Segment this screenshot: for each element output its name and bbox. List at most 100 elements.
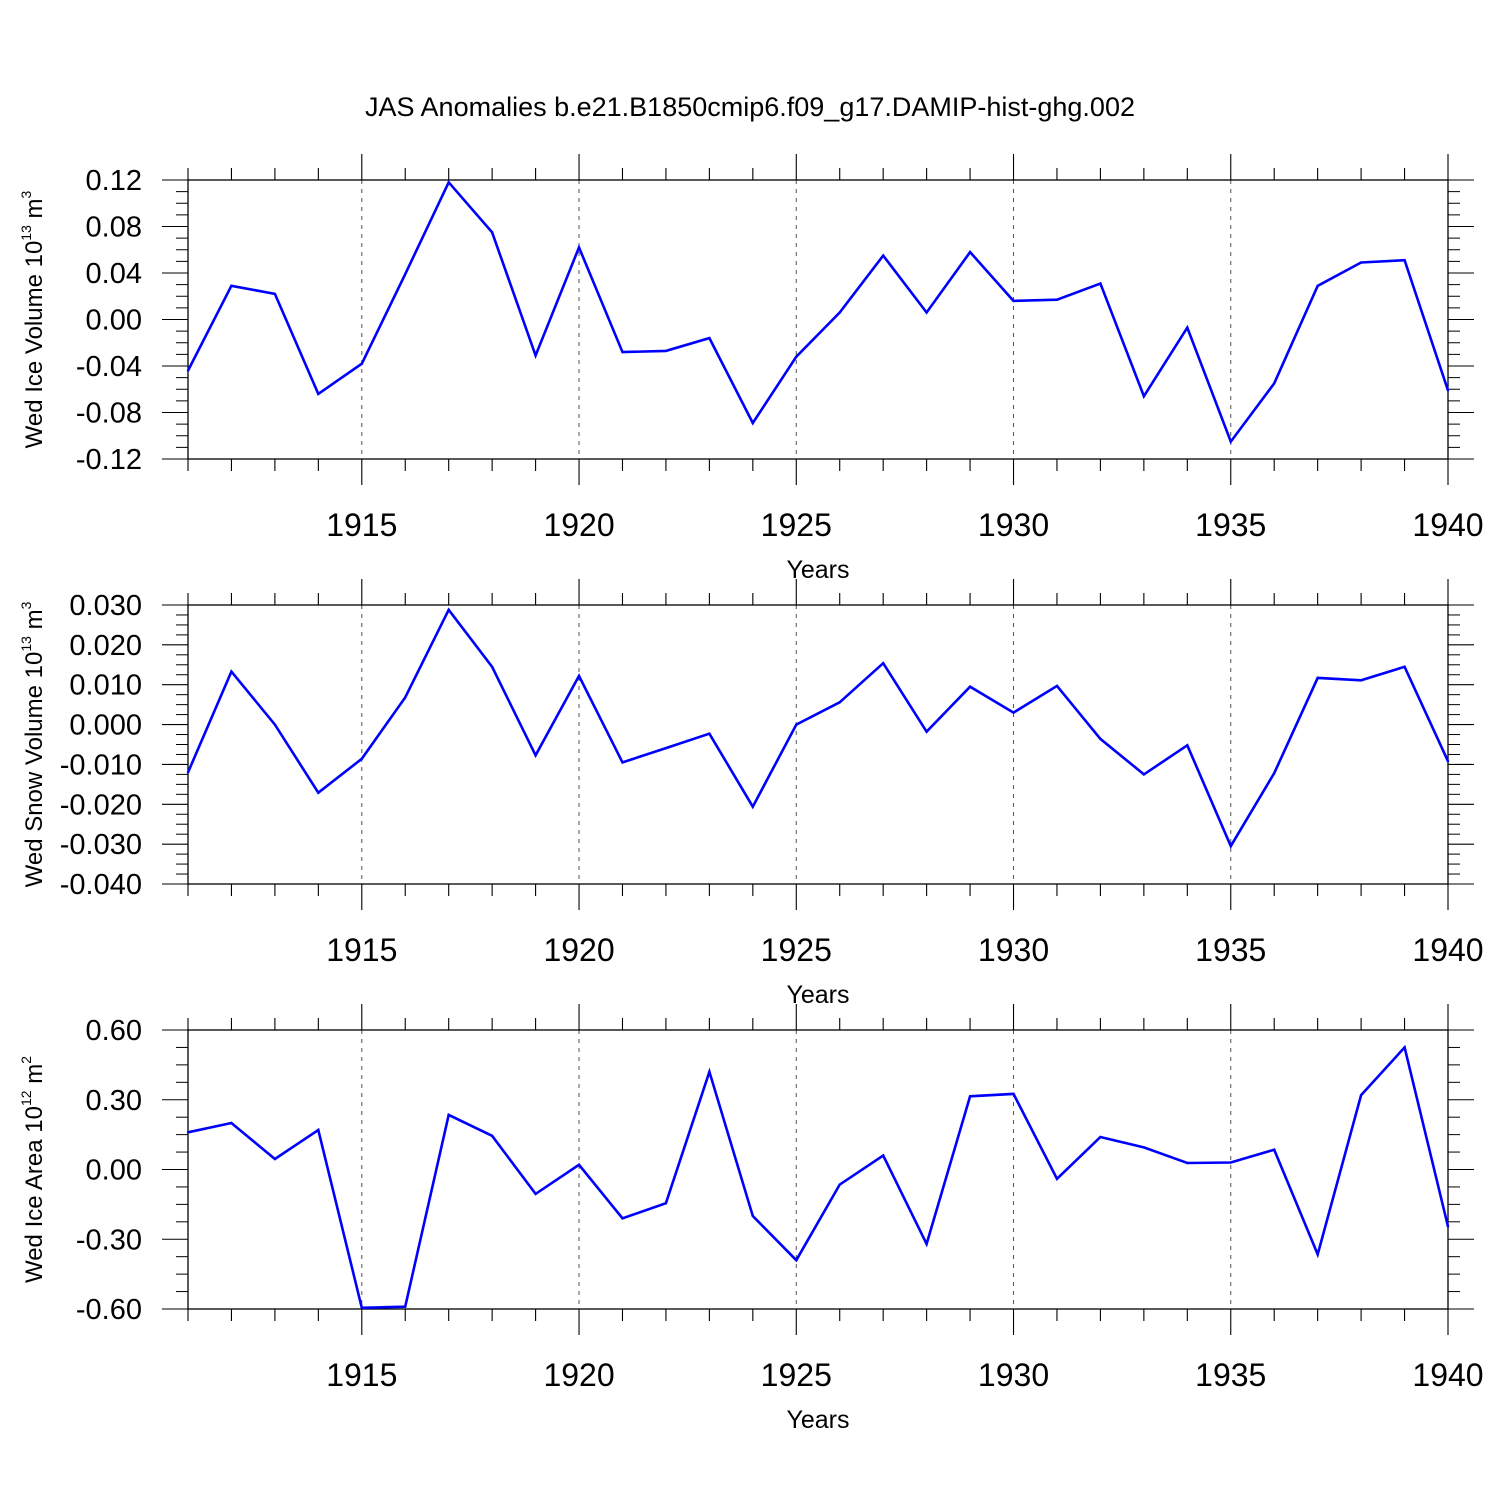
y-axis-label-main: Wed Snow Volume 10 — [21, 652, 48, 888]
y-axis-label-unit-exponent: 3 — [18, 601, 34, 609]
data-point — [317, 791, 320, 794]
y-tick-label: -0.12 — [76, 444, 142, 476]
data-point — [447, 1113, 450, 1117]
data-point — [1142, 395, 1146, 398]
x-tick-label: 1925 — [761, 932, 832, 968]
y-axis-label: Wed Snow Volume 1013 m3 — [18, 601, 48, 887]
ice-area-panel: 0.60 0.30 0.00 -0.30 -0.60 1915 1920 1925 1930 19… — [18, 1004, 1484, 1434]
data-point — [1359, 679, 1363, 682]
data-point — [1055, 298, 1059, 301]
data-point — [1316, 1253, 1319, 1256]
x-tick-label: 1925 — [761, 1357, 832, 1393]
y-axis-label-main: Wed Ice Area 10 — [21, 1106, 48, 1283]
data-point — [1229, 844, 1232, 848]
y-axis-label-unit-exponent: 3 — [18, 190, 34, 198]
figure-title: JAS Anomalies b.e21.B1850cmip6.f09_g17.D… — [365, 92, 1135, 122]
data-point — [1229, 1161, 1232, 1164]
y-tick-label: 0.12 — [86, 165, 142, 197]
x-tick-label: 1935 — [1195, 1357, 1266, 1393]
data-point — [1446, 389, 1450, 392]
data-point — [577, 674, 581, 678]
data-point — [447, 608, 450, 611]
data-point — [1186, 326, 1189, 329]
x-tick-label: 1930 — [978, 932, 1049, 968]
data-point — [1273, 771, 1276, 775]
data-point — [881, 1154, 885, 1157]
data-point — [273, 292, 277, 296]
y-tick-label: 0.60 — [86, 1015, 142, 1047]
data-point — [534, 354, 537, 357]
data-point — [1055, 684, 1059, 688]
data-point — [664, 746, 668, 750]
data-point — [1186, 1161, 1189, 1165]
data-point — [1446, 1225, 1450, 1228]
series-line — [187, 1044, 1450, 1310]
data-point — [1403, 665, 1406, 668]
data-point — [317, 392, 320, 396]
data-point — [968, 1095, 972, 1098]
y-tick-label: -0.60 — [76, 1294, 142, 1326]
data-point — [881, 661, 885, 665]
data-point — [1359, 1093, 1363, 1097]
y-tick-label: -0.020 — [60, 789, 142, 821]
data-point — [360, 1306, 363, 1310]
y-axis-label-unit: m — [21, 1064, 48, 1091]
data-point — [925, 730, 928, 733]
data-point — [490, 231, 494, 234]
x-tick-label: 1935 — [1195, 507, 1266, 543]
data-point — [1316, 284, 1319, 287]
x-tick-label: 1940 — [1412, 507, 1483, 543]
x-tick-label: 1920 — [543, 932, 614, 968]
y-tick-label: -0.010 — [60, 749, 142, 781]
plot-frame — [187, 179, 1449, 460]
data-point — [534, 1192, 537, 1196]
data-point — [795, 1258, 798, 1262]
x-tick-label: 1915 — [326, 932, 397, 968]
data-point — [1316, 676, 1319, 680]
data-point — [186, 1131, 190, 1134]
series-line — [186, 607, 1450, 849]
data-point — [317, 1128, 320, 1132]
y-tick-label: -0.30 — [76, 1224, 142, 1256]
x-axis-label: Years — [786, 556, 849, 584]
data-point — [1099, 282, 1102, 285]
data-point — [534, 754, 537, 757]
data-point — [708, 336, 711, 340]
x-axis-label: Years — [786, 981, 849, 1009]
data-point — [1186, 744, 1189, 747]
x-tick-label: 1920 — [543, 1357, 614, 1393]
y-tick-label: -0.04 — [76, 351, 142, 383]
y-tick-label: 0.010 — [69, 670, 142, 702]
data-point — [838, 701, 841, 704]
y-tick-label: 0.04 — [86, 258, 142, 290]
x-tick-label: 1920 — [543, 507, 614, 543]
data-point — [404, 272, 407, 276]
data-point — [230, 1121, 233, 1125]
data-point — [708, 1070, 711, 1074]
y-axis-label: Wed Ice Area 1012 m2 — [18, 1056, 48, 1283]
y-axis-label-exponent: 12 — [18, 1090, 34, 1106]
data-point — [968, 250, 972, 254]
data-point — [621, 761, 624, 764]
data-point — [838, 1183, 841, 1186]
data-point — [577, 246, 581, 249]
data-point — [186, 771, 190, 774]
series-line — [186, 179, 1450, 445]
y-axis-label-unit: m — [21, 198, 48, 225]
data-point — [664, 1202, 668, 1205]
data-point — [1359, 261, 1363, 264]
y-axis-label-unit: m — [21, 609, 48, 636]
ice-volume-panel: 0.12 0.08 0.04 0.00 -0.04 -0.08 -0.12 1915 1920 1… — [18, 154, 1484, 584]
y-tick-label: -0.08 — [76, 398, 142, 430]
data-point — [230, 284, 233, 287]
data-point — [664, 349, 668, 353]
data-point — [1012, 1092, 1015, 1096]
data-point — [1012, 711, 1015, 714]
data-point — [1273, 382, 1276, 385]
x-tick-label: 1930 — [978, 507, 1049, 543]
data-point — [1012, 299, 1015, 303]
x-tick-label: 1935 — [1195, 932, 1266, 968]
x-tick-label: 1915 — [326, 507, 397, 543]
y-tick-label: 0.030 — [69, 590, 142, 622]
y-tick-label: 0.08 — [86, 212, 142, 244]
